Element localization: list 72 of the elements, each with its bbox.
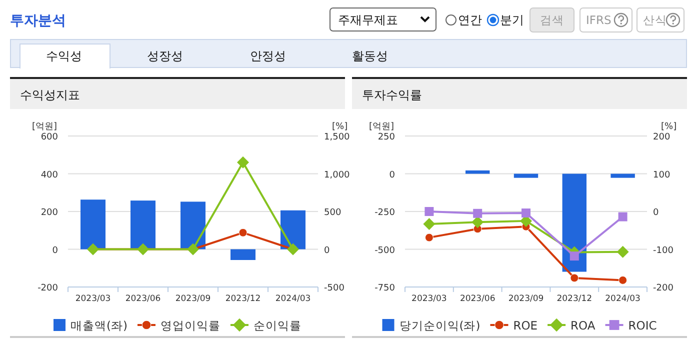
y2-tick-label: 1,500 [324, 132, 350, 142]
y-tick-label: 0 [52, 246, 58, 256]
y-axis-title: [억원] [369, 122, 394, 132]
legend-label: 매출액(좌) [70, 318, 128, 332]
chart-title: 투자수익률 [362, 88, 422, 102]
y2-tick-label: -200 [653, 284, 674, 294]
y-tick-label: -250 [374, 208, 396, 218]
x-tick-label: 2023/06 [125, 294, 161, 304]
bar [80, 200, 106, 250]
y-tick-label: 600 [40, 132, 58, 142]
x-tick-label: 2024/03 [605, 294, 640, 304]
text: 산식 [643, 13, 667, 27]
point [473, 208, 482, 218]
point [472, 216, 484, 228]
point [423, 218, 436, 230]
text: 분기 [500, 13, 524, 27]
y2-tick-label: 200 [653, 132, 670, 142]
point [570, 274, 579, 282]
point [238, 228, 248, 237]
point [424, 233, 434, 242]
point [618, 276, 628, 284]
text: 성장성 [147, 49, 183, 63]
point [522, 208, 530, 218]
legend-label: ROIC [628, 318, 657, 332]
text: 검색 [540, 13, 564, 27]
y2-tick-label: 100 [653, 170, 670, 180]
y-tick-label: 400 [40, 170, 58, 180]
text: 수익성 [46, 49, 82, 63]
text: IFRS [586, 13, 612, 27]
bar [230, 249, 256, 260]
y2-axis-title: [%] [332, 122, 348, 132]
text: 투자분석 [10, 13, 66, 29]
y2-tick-label: -500 [324, 284, 345, 294]
text: 안정성 [250, 49, 286, 63]
x-tick-label: 2023/03 [412, 294, 447, 304]
x-tick-label: 2023/09 [175, 294, 211, 304]
text: 활동성 [352, 49, 388, 63]
y-tick-label: -500 [374, 246, 396, 256]
y-tick-label: 250 [378, 132, 396, 142]
x-tick-label: 2023/03 [75, 294, 111, 304]
text: 주재무제표 [338, 13, 398, 27]
y2-axis-title: [%] [661, 122, 677, 132]
y2-tick-label: 500 [324, 208, 342, 218]
y2-tick-label: 1,000 [324, 170, 350, 180]
y-tick-label: -750 [374, 284, 396, 294]
x-tick-label: 2023/12 [556, 294, 592, 304]
point [618, 212, 628, 222]
bar [180, 202, 206, 250]
point [570, 252, 579, 261]
point [237, 156, 249, 168]
x-tick-label: 2023/09 [508, 294, 544, 304]
legend-label: 당기순이익(좌) [399, 318, 480, 332]
legend-label: ROE [513, 318, 538, 332]
bar [130, 200, 156, 250]
y-tick-label: 200 [40, 208, 58, 218]
y-tick-label: -200 [38, 284, 58, 294]
y2-tick-label: -100 [653, 246, 674, 256]
legend-label: ROA [570, 318, 596, 332]
point [616, 246, 629, 258]
chart-title: 수익성지표 [20, 88, 80, 102]
y2-tick-label: 0 [324, 246, 330, 256]
y-tick-label: 0 [389, 170, 396, 180]
x-tick-label: 2023/12 [225, 294, 261, 304]
text: 연간 [458, 13, 482, 27]
legend-label: 순이익률 [253, 318, 302, 332]
x-tick-label: 2023/06 [460, 294, 496, 304]
x-tick-label: 2024/03 [275, 294, 311, 304]
y2-tick-label: 0 [653, 208, 659, 218]
bar [280, 210, 306, 250]
y-axis-title: [억원] [32, 122, 58, 132]
point [424, 207, 434, 216]
legend-label: 영업이익률 [160, 318, 220, 332]
